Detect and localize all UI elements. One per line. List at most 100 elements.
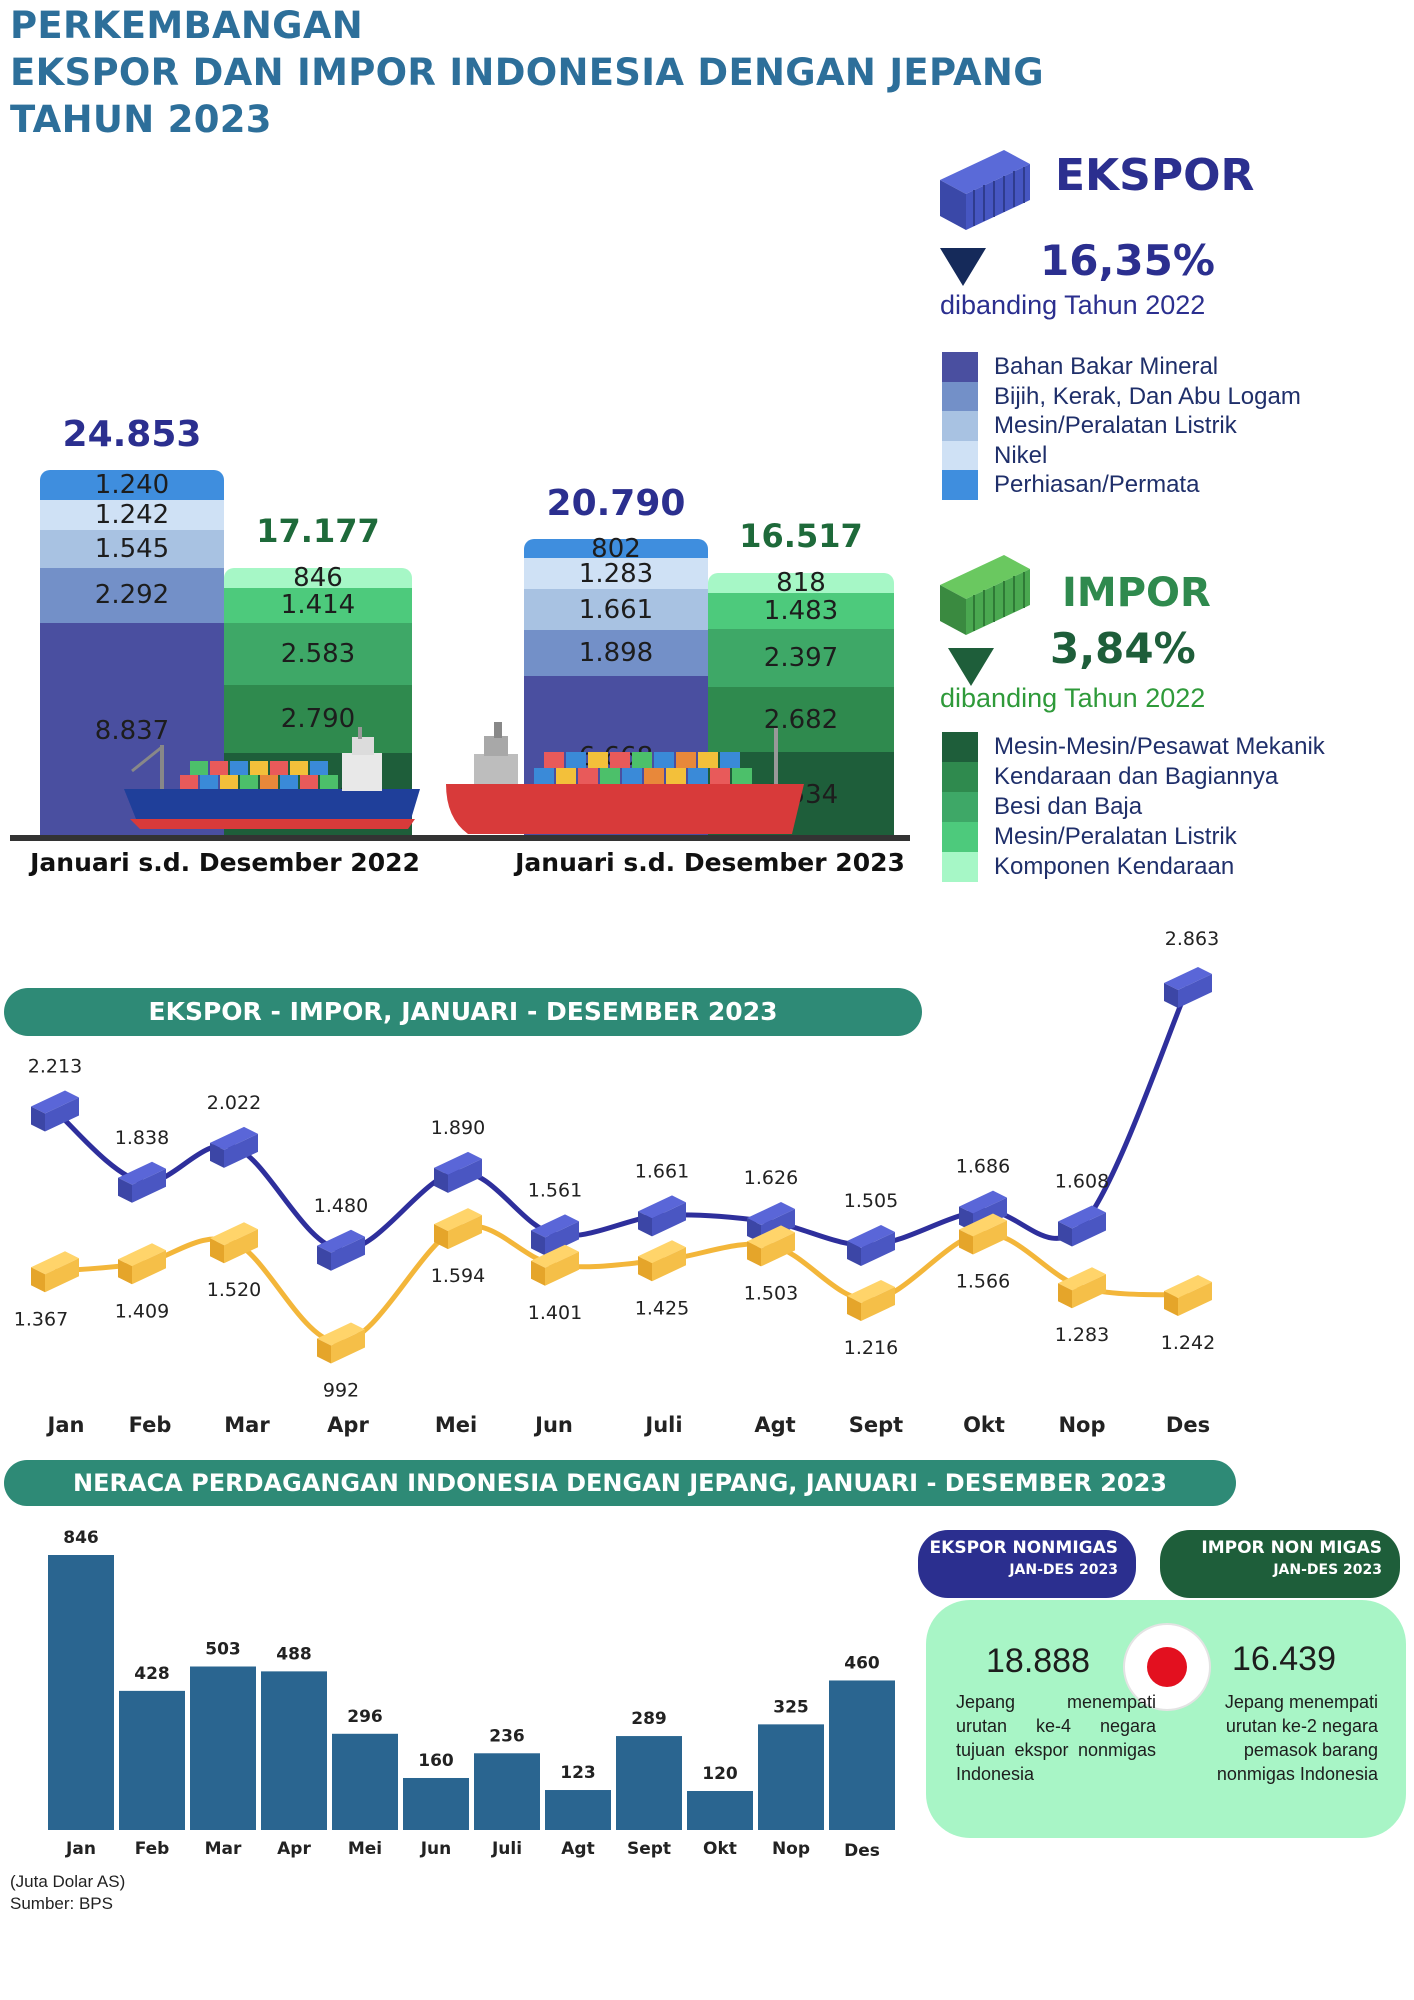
ekspor-value-label: 1.480: [314, 1195, 368, 1217]
ekspor-point: [31, 1090, 79, 1132]
stack-total-label: 20.790: [546, 482, 686, 524]
legend-swatch: [942, 762, 978, 792]
stack-segment: 1.898: [524, 629, 708, 676]
legend-label: Bijih, Kerak, Dan Abu Logam: [994, 382, 1301, 410]
stack-segment-label: 802: [591, 533, 641, 564]
stack-segment: 1.414: [224, 588, 412, 623]
stack-segment-label: 1.545: [94, 533, 170, 564]
legend-label: Besi dan Baja: [994, 793, 1143, 820]
stack-segment: 1.545: [40, 529, 224, 568]
ekspor-value-label: 2.022: [207, 1092, 261, 1114]
stack-segment-label: 1.483: [763, 595, 839, 626]
neraca-month-label: Jan: [65, 1839, 96, 1859]
legend-label: Mesin/Peralatan Listrik: [994, 412, 1237, 439]
impor-point: [1058, 1267, 1106, 1309]
ekspor-value-label: 1.626: [744, 1167, 798, 1189]
neraca-bar-value: 123: [560, 1763, 596, 1783]
impor-point: [959, 1213, 1007, 1255]
ekspor-value-label: 1.838: [115, 1127, 169, 1149]
neraca-bar: [687, 1790, 753, 1830]
ship-2023-icon: [446, 722, 804, 834]
ground-line: [10, 835, 910, 841]
neraca-bar-value: 488: [276, 1644, 312, 1664]
impor-value-label: 1.425: [635, 1297, 689, 1319]
neraca-month-label: Feb: [135, 1839, 170, 1859]
neraca-month-label: Apr: [277, 1839, 311, 1859]
ekspor-value-label: 2.213: [28, 1056, 82, 1078]
impor-value-label: 1.367: [14, 1308, 68, 1330]
stack-segment: 2.397: [708, 628, 894, 687]
stack-segment: 1.240: [40, 469, 224, 500]
ekspor-down-arrow-icon: [940, 248, 986, 286]
legend-item: Nikel: [942, 440, 1048, 471]
ekspor-point: [118, 1161, 166, 1203]
legend-label: Mesin-Mesin/Pesawat Mekanik: [994, 733, 1325, 760]
legend-swatch: [942, 440, 978, 471]
neraca-bar-value: 289: [631, 1709, 667, 1729]
stack-total-label: 24.853: [62, 413, 202, 455]
year-label-2023: Januari s.d. Desember 2023: [515, 848, 905, 877]
legend-swatch: [942, 732, 978, 762]
legend-label: Nikel: [994, 441, 1048, 469]
ekspor-value-label: 1.686: [956, 1156, 1010, 1178]
impor-container-icon: [940, 555, 1030, 635]
ekspor-point: [317, 1229, 365, 1271]
neraca-month-label: Sept: [627, 1839, 671, 1859]
neraca-bar-value: 120: [702, 1764, 738, 1784]
line-chart-title: EKSPOR - IMPOR, JANUARI - DESEMBER 2023: [4, 988, 922, 1036]
legend-item: Besi dan Baja: [942, 792, 1142, 822]
impor-point: [118, 1243, 166, 1285]
neraca-month-label: Okt: [703, 1839, 737, 1859]
ekspor-value-label: 1.505: [844, 1190, 898, 1212]
unit-note: (Juta Dolar AS): [10, 1872, 126, 1891]
bar-chart-title: NERACA PERDAGANGAN INDONESIA DENGAN JEPA…: [4, 1460, 1236, 1506]
impor-value-label: 992: [323, 1380, 359, 1402]
impor-value-label: 1.520: [207, 1279, 261, 1301]
neraca-bar: [616, 1736, 682, 1830]
title-line-1: PERKEMBANGAN: [10, 4, 364, 47]
stack-segment: 2.583: [224, 622, 412, 686]
impor-nonmigas-desc: Jepang menempati urutan ke-2 negara pema…: [1216, 1692, 1378, 1784]
stack-segment: 1.283: [524, 558, 708, 590]
neraca-bar: [261, 1671, 327, 1830]
ekspor-compare: dibanding Tahun 2022: [940, 290, 1206, 320]
stack-segment-label: 1.283: [578, 558, 654, 589]
stack-segment-label: 2.397: [763, 642, 839, 673]
legend-label: Perhiasan/Permata: [994, 471, 1200, 498]
line-month-label: Nop: [1058, 1413, 1105, 1437]
legend-item: Mesin/Peralatan Listrik: [942, 411, 1237, 441]
stack-segment-label: 2.790: [280, 704, 356, 735]
legend-item: Perhiasan/Permata: [942, 470, 1199, 500]
ekspor-nonmigas-desc: Jepang menempati urutan ke-4 negara tuju…: [956, 1692, 1156, 1784]
stack-total-label: 17.177: [256, 511, 380, 550]
legend-swatch: [942, 381, 978, 412]
legend-item: Mesin-Mesin/Pesawat Mekanik: [942, 732, 1325, 762]
stack-segment: 2.790: [224, 685, 412, 754]
stack-total-label: 16.517: [739, 516, 863, 555]
stack-segment: 2.292: [40, 567, 224, 624]
neraca-month-label: Nop: [772, 1839, 810, 1859]
legend-item: Mesin/Peralatan Listrik: [942, 822, 1237, 852]
line-month-label: Mei: [435, 1413, 477, 1437]
line-month-label: Juli: [643, 1413, 682, 1437]
line-month-label: Okt: [963, 1413, 1005, 1437]
line-month-label: Jan: [46, 1413, 85, 1437]
legend-label: Kendaraan dan Bagiannya: [994, 763, 1279, 790]
ekspor-pill-sub: JAN-DES 2023: [1009, 1562, 1118, 1578]
ekspor-point: [1164, 967, 1212, 1009]
stack-segment-label: 818: [776, 567, 826, 598]
ekspor-nonmigas-value: 18.888: [986, 1642, 1090, 1680]
stack-segment: 2.682: [708, 686, 894, 753]
legend-label: Komponen Kendaraan: [994, 853, 1235, 880]
neraca-bar: [190, 1666, 256, 1830]
neraca-bar: [332, 1733, 398, 1830]
legend-item: Bijih, Kerak, Dan Abu Logam: [942, 381, 1301, 412]
impor-pill-sub: JAN-DES 2023: [1273, 1562, 1382, 1578]
legend-swatch: [942, 852, 978, 882]
neraca-bar: [474, 1753, 540, 1830]
ekspor-point: [434, 1151, 482, 1193]
legend-item: Komponen Kendaraan: [942, 852, 1234, 882]
line-month-label: Jun: [533, 1413, 573, 1437]
impor-point: [434, 1208, 482, 1250]
ekspor-line: [53, 986, 1191, 1253]
